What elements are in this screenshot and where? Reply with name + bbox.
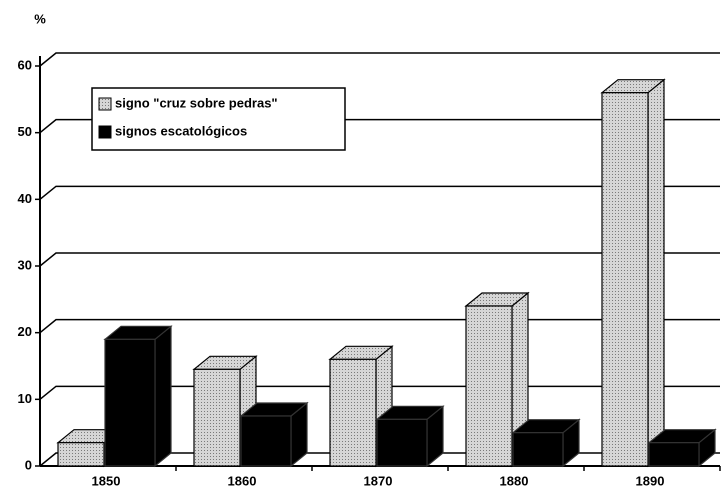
legend-swatch	[98, 125, 112, 139]
bar-front	[57, 442, 105, 467]
x-tick-label: 1890	[636, 473, 665, 488]
y-tick-label: 50	[18, 124, 32, 139]
bar	[511, 418, 581, 468]
bar-front	[512, 432, 564, 467]
grid-line	[39, 118, 720, 134]
bar-side	[647, 78, 665, 468]
bar	[600, 78, 666, 468]
bar	[375, 405, 445, 468]
legend-label: signos escatológicos	[115, 123, 247, 138]
y-axis-label: %	[34, 11, 46, 26]
bar-front	[465, 305, 513, 467]
bar-front	[240, 415, 292, 467]
y-tick-label: 60	[18, 57, 32, 72]
legend-swatch	[98, 97, 112, 111]
bar-front	[104, 338, 156, 467]
x-tick-label: 1860	[228, 473, 257, 488]
bar-front	[329, 358, 377, 467]
y-tick-label: 40	[18, 191, 32, 206]
legend-box	[91, 87, 346, 151]
x-tick-label: 1880	[500, 473, 529, 488]
grid-line	[39, 252, 720, 267]
grid-line	[39, 185, 720, 200]
grid-line	[39, 52, 720, 67]
bar-front	[648, 442, 700, 467]
y-tick-label: 20	[18, 324, 32, 339]
legend: signo "cruz sobre pedras" signos escatoló…	[91, 87, 346, 151]
bar-front	[376, 418, 428, 467]
bar-side	[154, 325, 172, 468]
bar	[239, 401, 309, 468]
y-tick-label: 10	[18, 391, 32, 406]
y-tick-label: 0	[25, 457, 32, 472]
x-tick-label: 1870	[364, 473, 393, 488]
legend-label: signo "cruz sobre pedras"	[115, 95, 278, 110]
x-tick-label: 1850	[92, 473, 121, 488]
bar	[647, 428, 717, 468]
bar	[464, 291, 530, 468]
y-tick-label: 30	[18, 257, 32, 272]
bar-front	[601, 92, 649, 467]
bar-front	[193, 368, 241, 467]
bar	[103, 325, 173, 468]
